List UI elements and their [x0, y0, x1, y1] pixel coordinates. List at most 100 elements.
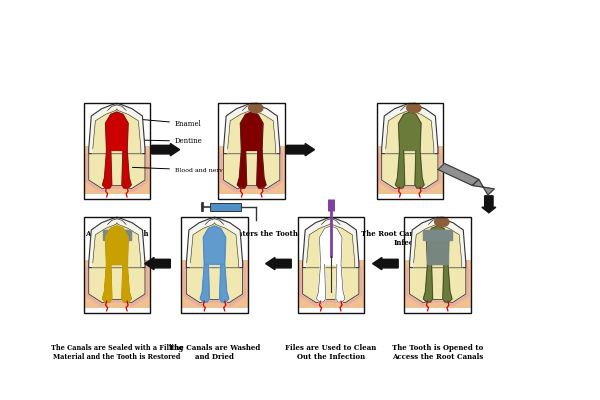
Polygon shape	[89, 268, 145, 303]
Polygon shape	[427, 230, 448, 264]
Text: The Canals are Sealed with a Filling
Material and the Tooth is Restored: The Canals are Sealed with a Filling Mat…	[51, 344, 183, 361]
Polygon shape	[257, 146, 280, 157]
FancyBboxPatch shape	[83, 146, 150, 194]
Polygon shape	[443, 264, 452, 302]
Polygon shape	[316, 264, 326, 302]
Text: The Root Canals Become
Infected: The Root Canals Become Infected	[361, 230, 459, 247]
Polygon shape	[89, 146, 112, 157]
Polygon shape	[103, 264, 112, 302]
Polygon shape	[122, 264, 131, 302]
Polygon shape	[93, 109, 141, 154]
Polygon shape	[200, 264, 209, 302]
Polygon shape	[386, 109, 434, 154]
Polygon shape	[410, 217, 466, 268]
FancyBboxPatch shape	[83, 260, 150, 308]
FancyBboxPatch shape	[218, 146, 285, 194]
Polygon shape	[472, 180, 494, 195]
Polygon shape	[106, 112, 128, 150]
Polygon shape	[220, 264, 229, 302]
Polygon shape	[410, 268, 466, 303]
Text: Dentine: Dentine	[141, 137, 203, 145]
FancyArrow shape	[266, 258, 291, 270]
Polygon shape	[382, 154, 438, 189]
FancyBboxPatch shape	[181, 260, 248, 308]
Polygon shape	[106, 226, 128, 264]
Text: Enamel: Enamel	[141, 120, 202, 128]
Polygon shape	[187, 217, 242, 268]
Polygon shape	[122, 146, 145, 157]
Polygon shape	[184, 268, 245, 306]
Bar	[377, 103, 443, 199]
Polygon shape	[89, 217, 145, 268]
Polygon shape	[319, 226, 342, 264]
FancyBboxPatch shape	[298, 260, 364, 308]
Bar	[218, 103, 285, 199]
Polygon shape	[302, 268, 359, 303]
Polygon shape	[187, 260, 209, 271]
Bar	[181, 217, 248, 313]
Polygon shape	[86, 268, 148, 306]
Polygon shape	[424, 264, 433, 302]
Polygon shape	[300, 268, 361, 306]
Text: A Healthy Tooth: A Healthy Tooth	[85, 230, 149, 238]
Polygon shape	[203, 226, 226, 264]
Polygon shape	[336, 260, 359, 271]
Polygon shape	[395, 150, 404, 188]
Polygon shape	[187, 268, 242, 303]
FancyArrow shape	[482, 196, 496, 213]
Polygon shape	[382, 146, 404, 157]
Polygon shape	[190, 223, 239, 268]
Polygon shape	[122, 150, 131, 188]
Polygon shape	[122, 264, 131, 302]
Polygon shape	[238, 150, 247, 188]
Text: The Canals are Washed
and Dried: The Canals are Washed and Dried	[169, 344, 260, 361]
Circle shape	[248, 103, 263, 113]
Polygon shape	[241, 112, 263, 150]
Polygon shape	[224, 146, 247, 157]
Bar	[210, 203, 241, 211]
Polygon shape	[407, 268, 469, 306]
Polygon shape	[107, 230, 127, 264]
Polygon shape	[103, 150, 112, 188]
Polygon shape	[93, 223, 141, 268]
FancyBboxPatch shape	[377, 146, 443, 194]
FancyArrow shape	[373, 258, 398, 270]
Polygon shape	[302, 217, 359, 268]
Polygon shape	[106, 226, 128, 264]
Polygon shape	[122, 260, 145, 271]
Bar	[83, 103, 150, 199]
Polygon shape	[415, 150, 424, 188]
Bar	[404, 217, 471, 313]
Bar	[298, 217, 364, 313]
Polygon shape	[89, 154, 145, 189]
Polygon shape	[203, 226, 226, 264]
Polygon shape	[200, 264, 209, 302]
Text: The Tooth is Opened to
Access the Root Canals: The Tooth is Opened to Access the Root C…	[392, 344, 484, 361]
Polygon shape	[307, 223, 355, 268]
Polygon shape	[398, 112, 421, 150]
Polygon shape	[379, 154, 440, 192]
Polygon shape	[382, 103, 438, 154]
Bar	[83, 217, 150, 313]
Text: Decay Enters the Tooth: Decay Enters the Tooth	[206, 230, 298, 238]
Polygon shape	[86, 154, 148, 192]
Polygon shape	[438, 164, 479, 186]
Polygon shape	[89, 103, 145, 154]
Polygon shape	[413, 223, 462, 268]
Polygon shape	[336, 264, 345, 302]
Polygon shape	[427, 226, 449, 264]
Polygon shape	[220, 260, 242, 271]
Polygon shape	[227, 109, 276, 154]
Polygon shape	[415, 146, 438, 157]
Text: Files are Used to Clean
Out the Infection: Files are Used to Clean Out the Infectio…	[285, 344, 376, 361]
Polygon shape	[410, 260, 433, 271]
Polygon shape	[224, 154, 280, 189]
Text: Blood and nerve supply: Blood and nerve supply	[133, 167, 249, 173]
Polygon shape	[221, 154, 283, 192]
Polygon shape	[302, 260, 326, 271]
FancyArrow shape	[287, 144, 314, 156]
Polygon shape	[89, 260, 112, 271]
Polygon shape	[220, 264, 229, 302]
Polygon shape	[443, 260, 466, 271]
FancyArrow shape	[145, 258, 170, 270]
